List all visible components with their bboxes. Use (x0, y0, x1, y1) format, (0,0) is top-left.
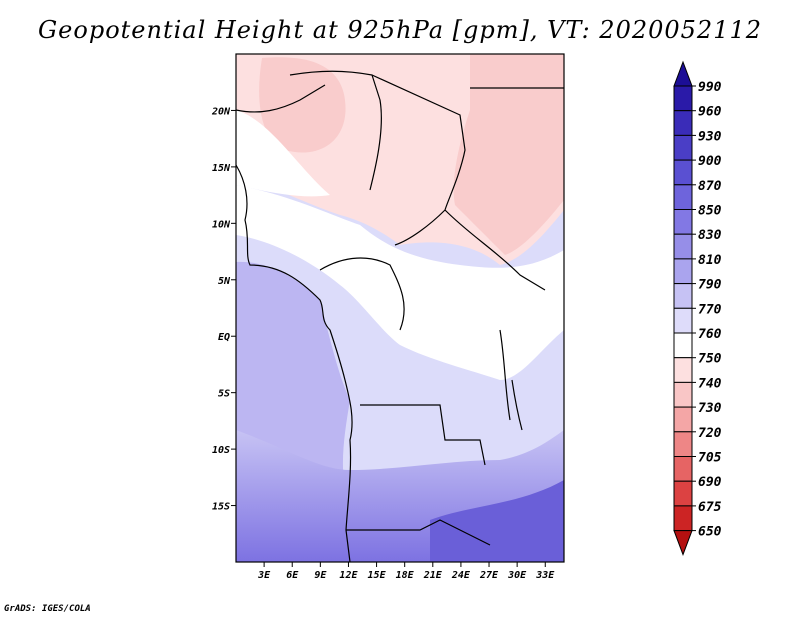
colorbar-label: 730 (698, 401, 722, 416)
colorbar-label: 750 (698, 352, 722, 367)
colorbar-arrow-bottom (673, 530, 693, 557)
border-7 (346, 519, 491, 546)
border-9 (499, 329, 511, 421)
x-tick-label: 33E (535, 570, 555, 581)
field-central-white (236, 185, 564, 380)
colorbar-label: 810 (698, 253, 722, 268)
x-tick-label: 12E (339, 570, 358, 581)
colorbar-label: 650 (698, 525, 722, 540)
x-tick-label: 3E (257, 570, 271, 581)
colorbar-label: 960 (698, 105, 722, 120)
x-tick-label: 18E (396, 570, 415, 581)
y-axis: 20N 15N 10N 5N EQ 5S 10S 15S (211, 106, 236, 513)
colorbar-box (673, 209, 693, 235)
map-frame (235, 53, 565, 563)
chart-title: Geopotential Height at 925hPa [gpm], VT:… (38, 16, 762, 44)
colorbar-box (673, 381, 693, 408)
border-3 (236, 84, 326, 113)
colorbar-box (673, 85, 693, 112)
colorbar-box (673, 357, 693, 383)
colorbar-label: 930 (698, 129, 722, 144)
x-axis: 3E 6E 9E 12E 15E 18E 21E 24E 27E 30E 33E (257, 562, 555, 581)
colorbar-label: 675 (698, 500, 722, 515)
colorbar-box (673, 134, 693, 161)
colorbar-box (673, 233, 693, 260)
border-1 (289, 70, 382, 191)
border-5 (319, 257, 405, 331)
x-tick-label: 6E (286, 570, 299, 581)
credit-text: GrADS: IGES/COLA (4, 604, 91, 614)
map-field (236, 54, 564, 562)
border-6 (360, 404, 486, 466)
lake (511, 379, 523, 431)
colorbar-label: 760 (698, 327, 722, 342)
y-tick-label: EQ (218, 332, 230, 343)
colorbar: 990 960 930 900 870 850 830 810 790 770 760 750 740 7… (673, 60, 722, 557)
y-tick-label: 5S (218, 389, 230, 400)
colorbar-box (673, 159, 693, 186)
colorbar-box (673, 332, 693, 359)
colorbar-label: 990 (698, 80, 722, 95)
colorbar-arrow-top (673, 60, 693, 87)
x-tick-label: 30E (507, 570, 527, 581)
x-tick-label: 27E (479, 570, 499, 581)
colorbar-label: 720 (698, 426, 722, 441)
y-tick-label: 5N (218, 276, 231, 287)
colorbar-box (673, 505, 693, 532)
colorbar-box (673, 307, 693, 334)
colorbar-label: 790 (698, 278, 722, 293)
border-2 (371, 74, 466, 246)
colorbar-label: 740 (698, 376, 722, 391)
y-tick-label: 10N (212, 219, 231, 230)
colorbar-label: 705 (698, 451, 722, 466)
field-north-white-patch (236, 110, 330, 197)
colorbar-label: 870 (698, 179, 722, 194)
colorbar-label: 900 (698, 154, 722, 169)
field-south-deep (430, 480, 564, 562)
colorbar-box (673, 431, 693, 457)
x-tick-label: 9E (314, 570, 327, 581)
colorbar-box (673, 184, 693, 211)
colorbar-box (673, 406, 693, 433)
y-tick-label: 15N (212, 163, 231, 174)
border-4 (444, 209, 546, 291)
field-north-west-pink (259, 57, 346, 153)
colorbar-label: 690 (698, 475, 722, 490)
colorbar-box (673, 480, 693, 507)
colorbar-box (673, 110, 693, 136)
y-tick-label: 20N (211, 106, 231, 117)
y-tick-label: 15S (212, 502, 230, 513)
coastline (236, 164, 353, 562)
colorbar-box (673, 456, 693, 482)
x-tick-label: 15E (368, 570, 387, 581)
field-north-pink-dark (453, 54, 564, 255)
x-tick-label: 24E (451, 570, 471, 581)
map-boundaries (236, 70, 564, 562)
colorbar-box (673, 283, 693, 309)
colorbar-box (673, 258, 693, 285)
colorbar-label: 770 (698, 302, 722, 317)
colorbar-label: 850 (698, 204, 722, 219)
colorbar-label: 830 (698, 228, 722, 243)
y-tick-label: 10S (212, 445, 230, 456)
x-tick-label: 21E (423, 570, 443, 581)
